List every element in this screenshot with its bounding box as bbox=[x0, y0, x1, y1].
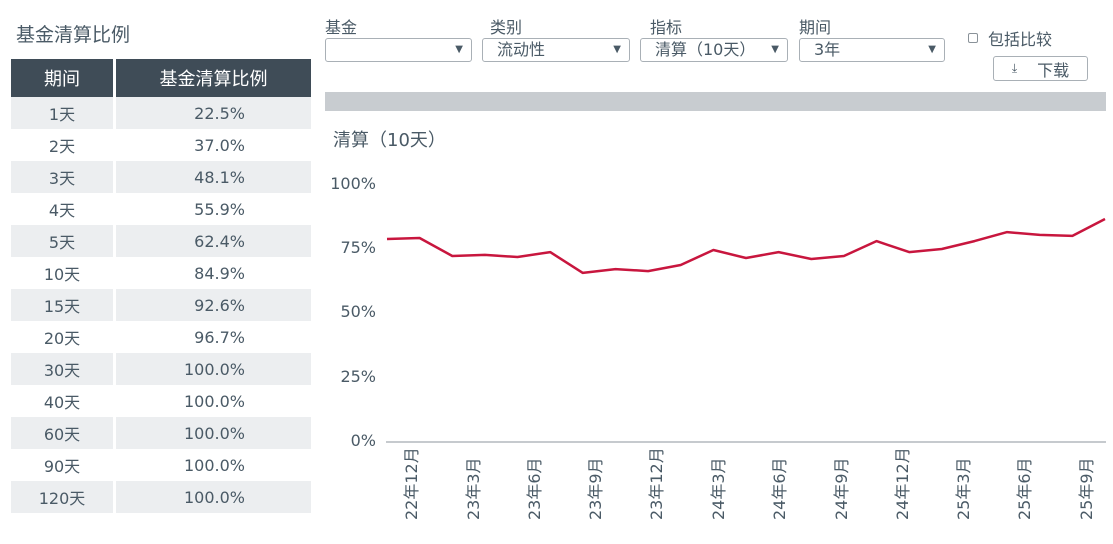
caret-down-icon: ▼ bbox=[455, 44, 463, 55]
period-cell: 15天 bbox=[11, 289, 113, 321]
y-tick-label: 50% bbox=[340, 302, 376, 321]
table-row: 120天 100.0% bbox=[11, 481, 311, 513]
ratio-cell: 100.0% bbox=[116, 417, 311, 449]
metric-select-value: 清算（10天） bbox=[655, 40, 756, 59]
liquidation-table: 期间 基金清算比例 1天 22.5% 2天 37.0% 3天 48.1% 4天 55.9… bbox=[8, 59, 314, 513]
category-select-value: 流动性 bbox=[497, 40, 546, 59]
period-filter: 期间 3年 ▼ bbox=[799, 14, 945, 62]
column-header-ratio: 基金清算比例 bbox=[116, 59, 311, 97]
ratio-cell: 100.0% bbox=[116, 481, 311, 513]
column-header-period: 期间 bbox=[11, 59, 113, 97]
period-cell: 90天 bbox=[43, 457, 81, 476]
ratio-cell: 62.4% bbox=[116, 225, 311, 257]
ratio-cell: 92.6% bbox=[116, 289, 311, 321]
x-tick-label: 23年9月 bbox=[586, 457, 605, 520]
table-row: 40天 100.0% bbox=[11, 385, 311, 417]
metric-select[interactable]: 清算（10天） ▼ bbox=[640, 38, 788, 62]
period-filter-label: 期间 bbox=[799, 18, 832, 37]
x-tick-label: 24年3月 bbox=[709, 457, 728, 520]
x-tick-label: 22年12月 bbox=[402, 447, 421, 520]
x-tick-label: 24年12月 bbox=[893, 447, 912, 520]
x-tick-label: 25年9月 bbox=[1077, 457, 1096, 520]
period-cell: 5天 bbox=[11, 225, 113, 257]
ratio-cell: 22.5% bbox=[116, 97, 311, 129]
x-tick-label: 23年12月 bbox=[647, 447, 666, 520]
period-cell: 120天 bbox=[11, 481, 113, 513]
period-cell: 30天 bbox=[11, 353, 113, 385]
ratio-cell: 84.9% bbox=[194, 263, 245, 283]
ratio-cell: 100.0% bbox=[116, 353, 311, 385]
download-label: 下载 bbox=[1037, 60, 1070, 80]
caret-down-icon: ▼ bbox=[771, 44, 779, 55]
period-cell: 10天 bbox=[43, 265, 81, 284]
y-tick-label: 75% bbox=[340, 238, 376, 257]
x-tick-label: 23年3月 bbox=[464, 457, 483, 520]
x-tick-label: 25年6月 bbox=[1015, 457, 1034, 520]
table-row: 2天 37.0% bbox=[11, 129, 311, 161]
table-row: 4天 55.9% bbox=[11, 193, 311, 225]
download-icon: ⤓ bbox=[1011, 61, 1018, 75]
x-tick-label: 24年9月 bbox=[832, 457, 851, 520]
ratio-cell: 100.0% bbox=[183, 391, 245, 411]
table-row: 15天 92.6% bbox=[11, 289, 311, 321]
x-tick-label: 23年6月 bbox=[525, 457, 544, 520]
x-tick-label: 24年6月 bbox=[770, 457, 789, 520]
fund-filter-label: 基金 bbox=[325, 18, 358, 37]
ratio-cell: 37.0% bbox=[194, 135, 245, 155]
period-cell: 60天 bbox=[11, 417, 113, 449]
metric-filter: 指标 清算（10天） ▼ bbox=[640, 14, 788, 62]
table-row: 1天 22.5% bbox=[11, 97, 311, 129]
table-row: 5天 62.4% bbox=[11, 225, 311, 257]
table-row: 10天 84.9% bbox=[11, 257, 311, 289]
table-row: 90天 100.0% bbox=[11, 449, 311, 481]
category-filter-label: 类别 bbox=[490, 18, 523, 37]
chart-title: 清算（10天） bbox=[333, 130, 446, 151]
x-tick-label: 25年3月 bbox=[954, 457, 973, 520]
download-button[interactable]: ⤓ 下载 bbox=[993, 56, 1088, 81]
panel-title: 基金清算比例 bbox=[16, 24, 131, 46]
include-comparison-checkbox[interactable]: 包括比较 bbox=[968, 26, 1052, 50]
period-select[interactable]: 3年 ▼ bbox=[799, 38, 945, 62]
period-cell: 4天 bbox=[48, 201, 76, 220]
table-row: 60天 100.0% bbox=[11, 417, 311, 449]
y-tick-label: 100% bbox=[330, 174, 376, 193]
checkbox-box[interactable] bbox=[968, 33, 978, 43]
table-row: 30天 100.0% bbox=[11, 353, 311, 385]
period-cell: 2天 bbox=[48, 137, 76, 156]
period-select-value: 3年 bbox=[814, 40, 841, 59]
caret-down-icon: ▼ bbox=[928, 44, 936, 55]
ratio-cell: 96.7% bbox=[194, 327, 245, 347]
fund-select[interactable]: ▼ bbox=[325, 38, 472, 62]
ratio-cell: 55.9% bbox=[194, 199, 245, 219]
period-cell: 1天 bbox=[11, 97, 113, 129]
fund-filter: 基金 ▼ bbox=[325, 14, 472, 62]
ratio-cell: 100.0% bbox=[183, 455, 245, 475]
table-row: 3天 48.1% bbox=[11, 161, 311, 193]
ratio-cell: 48.1% bbox=[116, 161, 311, 193]
include-comparison-label: 包括比较 bbox=[988, 30, 1053, 49]
y-tick-label: 25% bbox=[340, 367, 376, 386]
period-cell: 3天 bbox=[11, 161, 113, 193]
period-cell: 40天 bbox=[43, 393, 81, 412]
header-bar bbox=[325, 92, 1106, 111]
category-select[interactable]: 流动性 ▼ bbox=[482, 38, 630, 62]
category-filter: 类别 流动性 ▼ bbox=[482, 14, 630, 62]
series-line bbox=[386, 217, 1106, 275]
caret-down-icon: ▼ bbox=[613, 44, 621, 55]
y-tick-label: 0% bbox=[350, 431, 376, 450]
metric-filter-label: 指标 bbox=[650, 18, 683, 37]
table-row: 20天 96.7% bbox=[11, 321, 311, 353]
period-cell: 20天 bbox=[43, 329, 81, 348]
